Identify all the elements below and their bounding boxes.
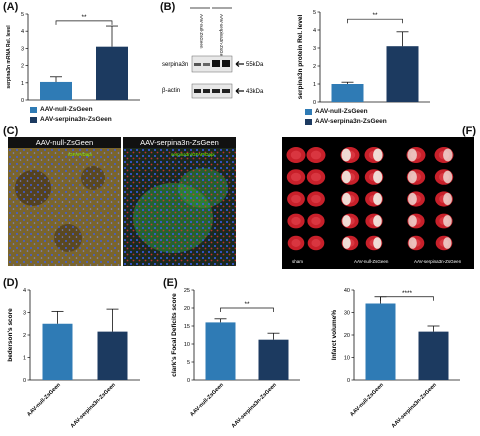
y-axis-label: serpina3n protein Rel. level (297, 15, 304, 100)
y-tick-label: 10 (184, 342, 190, 348)
legend-label: AAV-serpina3n-ZsGeen (40, 116, 112, 123)
significance-mark: **** (402, 290, 413, 297)
panel-letter-f: (F) (462, 125, 477, 137)
chart-b-protein: 0 1 2 3 4 5 serpina3n protein Rel. level ** (297, 10, 430, 106)
y-tick-label: 1 (313, 82, 316, 88)
bar-2 (97, 331, 128, 380)
bar-1 (205, 322, 236, 380)
legend-swatch-light (30, 106, 37, 113)
significance-bracket (220, 307, 274, 312)
x-tick-label: AAV-null-ZsGeen (26, 382, 62, 418)
legend-a-item-1: AAV-null-ZsGeen (30, 106, 93, 113)
bar-1 (42, 323, 73, 380)
micrograph-title-right: AAV-serpina3n-ZsGeen (123, 137, 236, 148)
y-tick-label: 3 (21, 46, 24, 52)
ttc-brain-slices: sham AAV-null-ZsGeen AAV-serpina3n-ZsGee… (282, 137, 474, 269)
kda-55: 55kDa (246, 62, 264, 68)
legend-swatch-light (305, 108, 312, 115)
group-label-sham: sham (292, 259, 303, 264)
micrograph-title-left: AAV-null-ZsGeen (8, 137, 121, 148)
significance-bracket (380, 296, 434, 301)
panel-letter-a: (A) (3, 1, 19, 13)
y-tick-label: 3 (313, 46, 316, 52)
legend-swatch-dark (30, 116, 37, 123)
lane-label-1: AAV-null-ZsGeen (199, 14, 204, 49)
micrograph-legend-right: serpina3n/GFAP/Dapi (171, 152, 215, 157)
bar-1 (40, 81, 72, 100)
micrograph-legend-left: /GFAP/Dapi (68, 152, 92, 157)
group-label-null: AAV-null-ZsGeen (354, 259, 389, 264)
bar-2 (418, 331, 449, 380)
x-tick-label: AAV-serpina3n-ZsGeen (391, 382, 439, 430)
y-tick-label: 25 (184, 288, 190, 294)
group-label-serpina3n: AAV-serpina3n-ZsGeen (414, 259, 462, 264)
panel-letter-d: (D) (3, 277, 19, 289)
y-tick-label: 0 (23, 378, 26, 384)
x-tick-label: AAV-null-ZsGeen (189, 382, 225, 418)
y-tick-label: 10 (344, 356, 350, 362)
y-tick-label: 4 (313, 28, 316, 34)
kda-43: 43kDa (246, 89, 264, 95)
x-tick-label: AAV-null-ZsGeen (349, 382, 385, 418)
chart-e-infarct: 0 10 20 30 40 Infarct volume% AAV-null-ZsGeen A… (331, 288, 460, 430)
y-axis-label: Infarct volume% (331, 310, 338, 360)
legend-a-item-2: AAV-serpina3n-ZsGeen (30, 116, 112, 123)
arrow-43kda (235, 88, 244, 94)
y-tick-label: 3 (23, 311, 26, 317)
bar-2 (258, 339, 289, 380)
y-tick-label: 40 (344, 288, 350, 294)
y-tick-label: 2 (23, 333, 26, 339)
panel-letter-b: (B) (160, 1, 176, 13)
y-axis-label: bederson's score (7, 308, 14, 362)
y-tick-label: 15 (184, 324, 190, 330)
significance-mark: ** (372, 12, 378, 19)
panel-letter-c: (C) (3, 125, 19, 137)
y-tick-label: 20 (184, 306, 190, 312)
y-tick-label: 1 (21, 81, 24, 87)
micrograph-null: /GFAP/Dapi (8, 148, 121, 266)
significance-bracket (347, 18, 403, 24)
y-tick-label: 1 (23, 356, 26, 362)
x-tick-label: AAV-serpina3n-ZsGeen (70, 382, 118, 430)
significance-bracket (55, 20, 113, 25)
y-tick-label: 30 (344, 311, 350, 317)
y-tick-label: 0 (313, 100, 316, 106)
y-tick-label: 4 (21, 29, 24, 35)
y-tick-label: 2 (313, 64, 316, 70)
y-tick-label: 4 (23, 288, 26, 294)
y-tick-label: 5 (187, 360, 190, 366)
legend-label: AAV-null-ZsGeen (315, 108, 368, 115)
western-blot: AAV-null-ZsGeen AAV-serpina3n-ZsGeen ser… (162, 7, 264, 99)
lane-label-2: AAV-serpina3n-ZsGeen (219, 14, 224, 62)
legend-b-item-1: AAV-null-ZsGeen (305, 108, 368, 115)
legend-b-item-2: AAV-serpina3n-ZsGeen (305, 118, 387, 125)
y-axis-label: serpina3n mRNA Rel. level (6, 25, 12, 89)
chart-d-bederson: 0 1 2 3 4 bederson's score AAV-null-ZsGeen AAV-… (7, 288, 140, 430)
legend-label: AAV-serpina3n-ZsGeen (315, 118, 387, 125)
significance-mark: ** (244, 301, 250, 308)
y-axis-label: clark's Focal Deficits score (171, 293, 178, 377)
x-tick-label: AAV-serpina3n-ZsGeen (231, 382, 279, 430)
bar-2 (386, 46, 419, 102)
y-tick-label: 5 (21, 12, 24, 18)
y-tick-label: 0 (187, 378, 190, 384)
row-label-actin: β-actin (162, 88, 180, 94)
y-tick-label: 0 (347, 378, 350, 384)
y-tick-label: 0 (21, 98, 24, 104)
micrograph-serpina3n: serpina3n/GFAP/Dapi (123, 148, 236, 266)
y-tick-label: 2 (21, 64, 24, 70)
significance-mark: ** (81, 14, 87, 21)
legend-swatch-dark (305, 118, 312, 125)
y-tick-label: 5 (313, 10, 316, 16)
panel-letter-e: (E) (163, 277, 178, 289)
arrow-55kda (235, 61, 244, 67)
bar-1 (331, 84, 364, 102)
chart-a-mrna: 0 1 2 3 4 5 serpina3n mRNA Rel. level ** (6, 12, 140, 104)
y-tick-label: 20 (344, 333, 350, 339)
bar-2 (96, 46, 128, 100)
legend-label: AAV-null-ZsGeen (40, 106, 93, 113)
row-label-serpina3n: serpina3n (162, 62, 188, 68)
chart-e-clark: 0 5 10 15 20 25 clark's Focal Deficits score AA… (171, 288, 300, 430)
bar-1 (365, 303, 396, 380)
